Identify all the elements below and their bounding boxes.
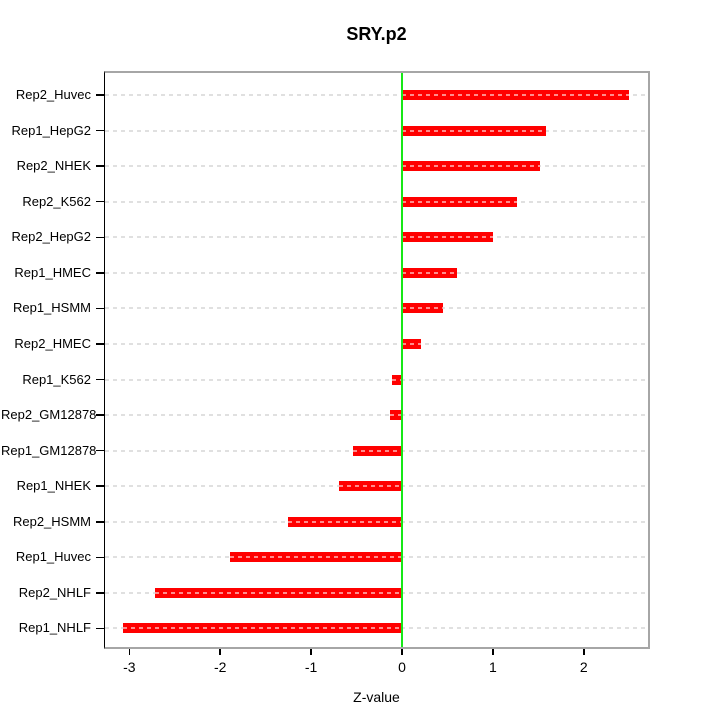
category-gridline xyxy=(105,129,648,132)
y-axis-tick xyxy=(96,521,104,523)
x-axis-tick-label: 0 xyxy=(398,659,406,675)
category-label: Rep2_NHLF xyxy=(18,584,91,600)
category-label: Rep2_HSMM xyxy=(12,513,91,529)
y-axis-tick xyxy=(96,272,104,274)
bar xyxy=(402,303,443,314)
category-label: Rep1_Huvec xyxy=(15,549,91,565)
category-label: Rep2_K562 xyxy=(22,193,91,209)
category-label: Rep1_NHLF xyxy=(18,620,91,636)
category-gridline xyxy=(105,342,648,345)
x-axis-tick xyxy=(492,649,494,655)
x-axis-tick-label: 2 xyxy=(579,659,588,675)
plot-area: Rep2_Huvec Rep1_HepG2 Rep2_NHEK Rep2_K562 Re… xyxy=(1,71,650,675)
y-axis-tick xyxy=(96,414,104,416)
category-gridline xyxy=(105,271,648,274)
bar xyxy=(122,623,403,634)
category-label: Rep1_K562 xyxy=(22,371,91,387)
y-axis-tick xyxy=(96,343,104,345)
bar xyxy=(392,374,402,385)
y-axis-tick xyxy=(96,129,104,132)
x-axis-tick-label: -1 xyxy=(304,659,318,675)
y-axis-tick xyxy=(96,94,104,96)
x-axis-tick xyxy=(401,649,403,655)
bar xyxy=(390,410,402,421)
bar xyxy=(230,552,402,563)
x-axis-tick xyxy=(128,649,131,655)
bar xyxy=(402,90,630,100)
y-axis-tick xyxy=(96,449,104,452)
x-axis-label: Z-value xyxy=(353,689,400,705)
y-axis-tick xyxy=(96,200,104,203)
category-label: Rep2_NHEK xyxy=(16,158,91,174)
category-label: Rep2_Huvec xyxy=(15,87,91,102)
category-gridline xyxy=(105,414,648,417)
y-axis-tick xyxy=(96,592,104,594)
zero-reference-line xyxy=(400,73,403,647)
category-gridline xyxy=(105,378,648,381)
category-label: Rep1_NHEK xyxy=(16,478,91,494)
x-axis-tick-label: 1 xyxy=(488,659,497,675)
bar xyxy=(288,516,402,527)
category-gridline xyxy=(105,307,648,310)
bar xyxy=(352,445,403,456)
y-axis-tick xyxy=(96,556,104,559)
category-gridline xyxy=(105,236,648,239)
bar xyxy=(402,196,517,207)
x-axis-tick-label: -2 xyxy=(213,659,227,675)
y-axis-tick xyxy=(96,485,104,487)
bar xyxy=(402,161,541,172)
bar xyxy=(402,232,493,243)
bar xyxy=(402,267,458,278)
category-label: Rep2_HepG2 xyxy=(11,229,92,245)
y-axis-tick xyxy=(96,307,104,310)
bar xyxy=(402,125,546,136)
category-label: Rep1_HSMM xyxy=(12,300,91,316)
x-axis-tick xyxy=(583,649,585,655)
x-axis-tick xyxy=(310,649,312,655)
y-axis-tick xyxy=(96,378,104,381)
category-label: Rep1_HepG2 xyxy=(11,122,92,138)
y-axis-tick xyxy=(96,165,104,167)
x-axis-tick-label: -3 xyxy=(123,659,136,675)
category-gridline xyxy=(105,94,648,96)
category-label: Rep1_GM12878 xyxy=(1,442,97,458)
y-axis-tick xyxy=(96,627,104,630)
y-axis-tick xyxy=(96,236,104,238)
bar xyxy=(154,587,403,598)
category-gridline xyxy=(105,165,648,168)
chart-title: SRY.p2 xyxy=(346,24,407,44)
x-axis-tick xyxy=(219,649,221,655)
category-gridline xyxy=(105,200,648,203)
category-label: Rep2_HMEC xyxy=(14,335,91,351)
bar xyxy=(402,338,422,349)
bar xyxy=(339,481,402,492)
category-label: Rep1_HMEC xyxy=(14,264,91,280)
category-label: Rep2_GM12878 xyxy=(1,407,97,423)
